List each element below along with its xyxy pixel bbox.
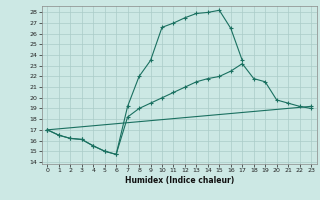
X-axis label: Humidex (Indice chaleur): Humidex (Indice chaleur): [124, 176, 234, 185]
